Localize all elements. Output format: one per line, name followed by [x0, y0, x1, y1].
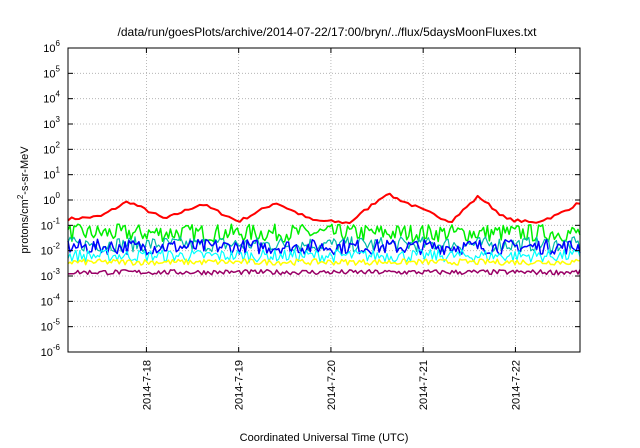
x-tick-label: 2014-7-19	[234, 360, 246, 410]
y-tick-label: 105	[43, 64, 60, 80]
x-tick-label: 2014-7-22	[510, 360, 522, 410]
x-tick-label: 2014-7-18	[141, 360, 153, 410]
y-axis-label-units: -s-sr-MeV	[19, 146, 31, 195]
y-tick-label: 10-5	[41, 318, 61, 334]
y-tick-label: 101	[43, 166, 60, 182]
series-line-3	[67, 238, 581, 256]
y-tick-label: 100	[43, 191, 60, 207]
y-axis-label-text: protons/cm	[19, 199, 31, 253]
x-axis-label: Coordinated Universal Time (UTC)	[240, 432, 409, 444]
chart-title: /data/run/goesPlots/archive/2014-07-22/1…	[118, 25, 538, 39]
series-line-6	[67, 268, 581, 276]
series-line-2	[67, 236, 581, 253]
y-tick-label: 102	[43, 140, 60, 156]
y-tick-label: 10-4	[41, 292, 61, 308]
y-axis: 10-6 10-5 10-4 10-3 10-2 10-1 100 101 102 103 104 1…	[41, 39, 580, 359]
series-line-1	[67, 223, 581, 243]
x-axis: 2014-7-18 2014-7-19 2014-7-20 2014-7-21 2014…	[141, 48, 522, 410]
y-tick-label: 106	[43, 39, 60, 55]
y-tick-label: 104	[43, 90, 60, 106]
y-tick-label: 10-6	[41, 343, 61, 359]
y-axis-label: protons/cm2-s-sr-MeV	[16, 146, 31, 254]
y-tick-label: 10-1	[41, 216, 61, 232]
series-group	[67, 192, 581, 276]
series-line-5	[67, 258, 581, 266]
y-tick-label: 10-2	[41, 242, 61, 258]
x-tick-label: 2014-7-20	[326, 360, 338, 410]
grid	[68, 48, 580, 352]
x-tick-label: 2014-7-21	[418, 360, 430, 410]
y-tick-label: 10-3	[41, 267, 61, 283]
y-tick-label: 103	[43, 115, 60, 131]
y-axis-label-superscript: 2	[16, 194, 25, 199]
series-line-4	[67, 248, 581, 263]
series-line-0	[67, 192, 581, 225]
